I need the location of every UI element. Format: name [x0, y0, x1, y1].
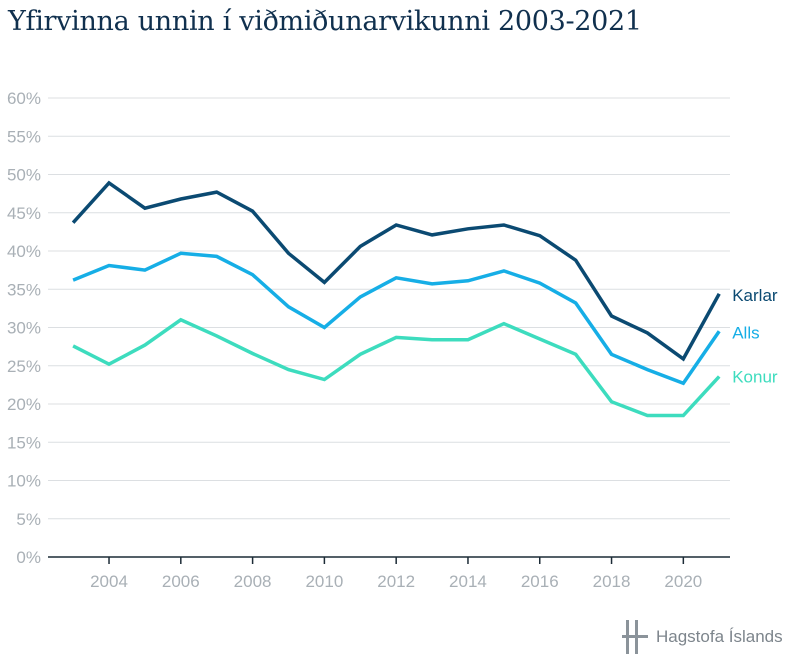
y-tick-label: 35%: [7, 280, 41, 299]
y-tick-label: 25%: [7, 357, 41, 376]
brand-name: Hagstofa Íslands: [656, 627, 783, 646]
x-tick-label: 2010: [305, 572, 343, 591]
y-tick-label: 0%: [16, 548, 41, 567]
x-tick-label: 2008: [234, 572, 272, 591]
y-tick-label: 20%: [7, 395, 41, 414]
series-label-karlar: Karlar: [732, 286, 778, 305]
y-tick-label: 15%: [7, 433, 41, 452]
x-axis: 2004 2006 2008 2010 2012 2014 2016 2018 2020: [48, 556, 730, 591]
series-line-alls: [72, 251, 721, 386]
x-tick-label: 2012: [377, 572, 415, 591]
hagstofa-logo-icon: [622, 620, 648, 654]
y-tick-label: 10%: [7, 472, 41, 491]
series-lines: [71, 180, 721, 418]
x-tick-label: 2014: [449, 572, 487, 591]
y-axis: 0% 5% 10% 15% 20% 25% 30% 35% 40% 45% 50% 55% 60%: [7, 89, 41, 567]
gridlines: [48, 97, 730, 520]
y-tick-label: 55%: [7, 127, 41, 146]
x-tick-label: 2004: [90, 572, 128, 591]
y-tick-label: 45%: [7, 204, 41, 223]
y-tick-label: 50%: [7, 166, 41, 185]
y-tick-label: 30%: [7, 319, 41, 338]
y-tick-label: 60%: [7, 89, 41, 108]
brand-logo: Hagstofa Íslands: [622, 620, 783, 654]
x-tick-label: 2020: [664, 572, 702, 591]
series-label-konur: Konur: [732, 367, 778, 386]
x-tick-label: 2006: [162, 572, 200, 591]
chart-title: Yfirvinna unnin í viðmiðunarvikunni 2003…: [8, 6, 642, 37]
y-tick-label: 5%: [16, 510, 41, 529]
series-label-alls: Alls: [732, 323, 759, 342]
y-tick-label: 40%: [7, 242, 41, 261]
series-line-karlar: [71, 180, 721, 362]
series-labels: Karlar Alls Konur: [732, 286, 778, 387]
series-line-konur: [72, 317, 721, 418]
x-tick-label: 2016: [521, 572, 559, 591]
x-tick-label: 2018: [593, 572, 631, 591]
